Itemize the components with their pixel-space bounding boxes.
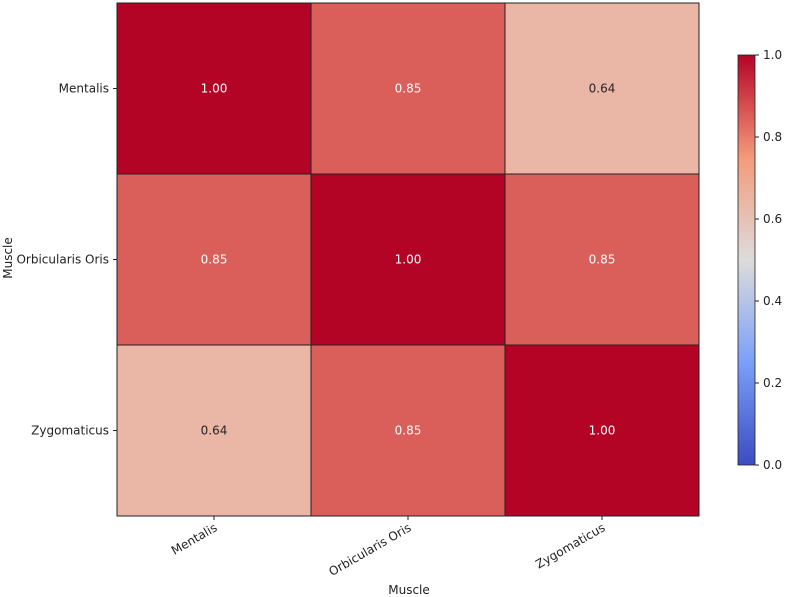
colorbar-tick-label: 0.6 bbox=[763, 212, 782, 226]
cell-value-label: 0.85 bbox=[395, 82, 422, 96]
heatmap-cell bbox=[310, 173, 506, 346]
colorbar-tick-label: 0.4 bbox=[763, 294, 782, 308]
colorbar: 0.0 0.2 0.4 0.6 0.8 1.0 bbox=[737, 48, 782, 472]
y-tick-label: Zygomaticus bbox=[31, 424, 109, 438]
y-tick-labels: Mentalis Orbicularis Oris Zygomaticus bbox=[16, 82, 117, 438]
cell-value-label: 0.85 bbox=[201, 253, 228, 267]
heatmap-cell bbox=[310, 2, 506, 175]
heatmap-cell bbox=[504, 2, 700, 175]
cell-value-label: 0.64 bbox=[201, 424, 228, 438]
colorbar-gradient bbox=[737, 54, 756, 466]
heatmap-cell bbox=[310, 344, 506, 517]
colorbar-tick-label: 1.0 bbox=[763, 48, 782, 62]
x-tick-label: Zygomaticus bbox=[533, 520, 607, 571]
cell-value-label: 0.85 bbox=[395, 424, 422, 438]
x-tick-label: Orbicularis Oris bbox=[326, 520, 413, 578]
cell-value-label: 1.00 bbox=[201, 82, 228, 96]
x-tick-labels: Mentalis Orbicularis Oris Zygomaticus bbox=[169, 516, 608, 579]
heatmap-cell bbox=[116, 2, 312, 175]
heatmap-cells: 1.00 0.85 0.64 0.85 1.00 0.85 0.64 0.85 1.00 bbox=[116, 2, 700, 517]
cell-value-label: 0.64 bbox=[589, 82, 616, 96]
heatmap-cell bbox=[116, 173, 312, 346]
x-tick-label: Mentalis bbox=[169, 520, 220, 557]
x-axis-label: Muscle bbox=[388, 583, 430, 597]
cell-value-label: 1.00 bbox=[395, 253, 422, 267]
y-axis-label: Muscle bbox=[1, 237, 15, 279]
colorbar-tick-label: 0.8 bbox=[763, 130, 782, 144]
colorbar-tick-label: 0.0 bbox=[763, 458, 782, 472]
colorbar-tick-label: 0.2 bbox=[763, 376, 782, 390]
heatmap-cell bbox=[504, 173, 700, 346]
cell-value-label: 1.00 bbox=[589, 424, 616, 438]
heatmap-cell bbox=[116, 344, 312, 517]
y-tick-label: Mentalis bbox=[59, 82, 109, 96]
cell-value-label: 0.85 bbox=[589, 253, 616, 267]
y-tick-label: Orbicularis Oris bbox=[16, 253, 109, 267]
